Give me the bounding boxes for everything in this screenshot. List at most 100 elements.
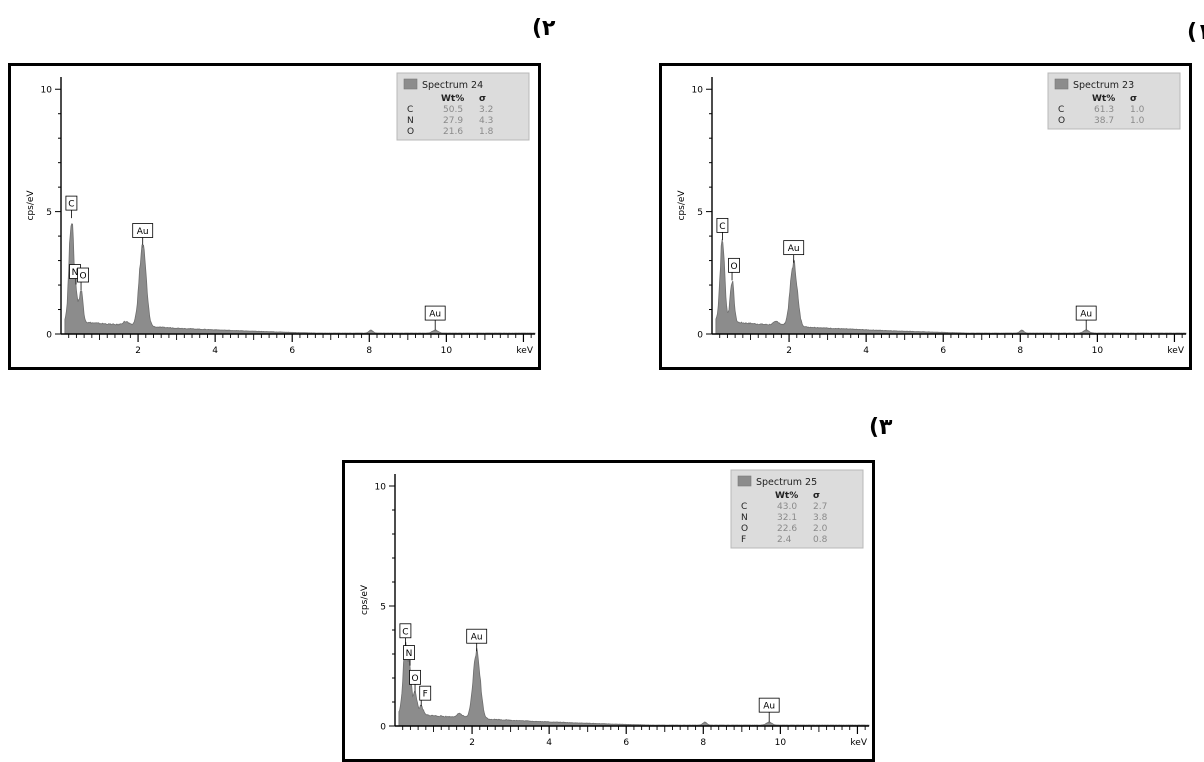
legend-wt-value: 22.6 [777, 524, 797, 534]
y-tick-label: 0 [46, 331, 52, 341]
peak-label-f: F [419, 685, 432, 707]
legend-sigma-value: 1.0 [1130, 105, 1145, 115]
legend-element: C [741, 502, 747, 512]
legend-header-sigma: σ [813, 491, 820, 501]
y-tick-label: 10 [375, 483, 387, 493]
panel-label-2: (۲ [532, 16, 556, 41]
peak-label-box [132, 223, 154, 238]
y-axis-label: cps/eV [26, 190, 36, 221]
peak-label-box [403, 645, 415, 660]
legend: Spectrum 23 Wt% σ C 61.3 1.0 O 38.7 1.0 [1047, 72, 1181, 130]
legend-element: N [407, 116, 414, 126]
peak-label-au: Au [758, 697, 780, 723]
legend-swatch [737, 475, 752, 487]
peak-label-au: Au [466, 628, 488, 652]
peak-label-box [424, 305, 446, 321]
legend-header-sigma: σ [479, 94, 486, 104]
legend-wt-value: 21.6 [443, 127, 463, 137]
peak-label-text: C [68, 200, 74, 210]
panel-label-1: (۱ [1187, 20, 1204, 45]
x-tick-label: 2 [135, 346, 141, 356]
legend-wt-value: 2.4 [777, 535, 792, 545]
peak-label-c: C [399, 623, 412, 646]
peak-label-box [466, 628, 488, 644]
x-tick-label: 10 [1092, 346, 1104, 356]
y-tick-label: 0 [697, 331, 703, 341]
x-tick-label: 10 [441, 346, 453, 356]
x-tick-label: 6 [289, 346, 295, 356]
legend-box [1047, 72, 1181, 130]
peak-label-c: C [716, 217, 729, 241]
peak-label-o: O [77, 267, 89, 291]
legend-header-wt: Wt% [441, 94, 464, 104]
legend-sigma-value: 0.8 [813, 535, 828, 545]
y-tick-label: 5 [697, 208, 703, 218]
y-tick-label: 10 [692, 86, 704, 96]
peak-label-o: O [409, 669, 421, 693]
legend-sigma-value: 1.8 [479, 127, 494, 137]
legend-swatch [403, 78, 418, 90]
legend-swatch [1054, 78, 1069, 90]
legend-title: Spectrum 23 [1073, 80, 1134, 91]
x-axis-label: keV [850, 738, 867, 748]
peak-label-text: O [79, 272, 86, 282]
y-tick-label: 5 [380, 603, 386, 613]
legend-sigma-value: 2.0 [813, 524, 828, 534]
x-tick-label: 8 [1017, 346, 1023, 356]
x-tick-label: 2 [469, 738, 475, 748]
peak-label-text: O [411, 674, 418, 684]
peak-label-box [716, 217, 729, 233]
x-tick-label: 4 [863, 346, 869, 356]
legend-sigma-value: 4.3 [479, 116, 493, 126]
legend-sigma-value: 1.0 [1130, 116, 1145, 126]
legend-box [730, 469, 864, 549]
legend-title: Spectrum 24 [422, 80, 483, 91]
peak-label-n: N [403, 645, 415, 666]
peak-label-box [419, 685, 432, 701]
x-tick-label: 8 [700, 738, 706, 748]
peak-label-c: C [65, 195, 78, 219]
x-tick-label: 4 [212, 346, 218, 356]
peak-label-au: Au [424, 305, 446, 331]
peak-label-box [409, 669, 421, 685]
peak-label-o: O [728, 257, 740, 281]
peak-label-text: F [423, 690, 428, 700]
peak-label-box [399, 623, 412, 639]
legend-element: N [741, 513, 748, 523]
peak-label-text: Au [137, 227, 149, 237]
legend-sigma-value: 3.2 [479, 105, 493, 115]
legend-element: C [407, 105, 413, 115]
y-tick-label: 0 [380, 723, 386, 733]
peak-label-text: Au [1080, 310, 1092, 320]
legend-sigma-value: 3.8 [813, 513, 828, 523]
peak-label-au: Au [132, 223, 154, 246]
legend-box [396, 72, 530, 141]
y-tick-label: 5 [46, 208, 52, 218]
peak-label-box [783, 240, 805, 256]
spectrum-area [64, 223, 536, 335]
x-tick-label: 4 [546, 738, 552, 748]
legend-element: F [741, 535, 746, 545]
x-axis-label: keV [516, 346, 533, 356]
panel-label-3: (۳ [869, 415, 893, 440]
peak-label-au: Au [1075, 305, 1097, 331]
legend-header-wt: Wt% [1092, 94, 1115, 104]
peak-label-box [1075, 305, 1097, 321]
y-axis-label: cps/eV [360, 584, 370, 615]
x-tick-label: 6 [940, 346, 946, 356]
peak-label-text: Au [429, 310, 441, 320]
legend-wt-value: 38.7 [1094, 116, 1114, 126]
legend-wt-value: 50.5 [443, 105, 463, 115]
legend-title: Spectrum 25 [756, 477, 817, 488]
peak-label-text: N [406, 649, 413, 659]
peak-label-text: C [402, 627, 408, 637]
y-tick-label: 10 [41, 86, 53, 96]
legend-wt-value: 32.1 [777, 513, 797, 523]
peak-label-text: N [72, 268, 79, 278]
y-axis-label: cps/eV [677, 190, 687, 221]
legend-header-sigma: σ [1130, 94, 1137, 104]
legend: Spectrum 24 Wt% σ C 50.5 3.2 N 27.9 4.3 O 21.6 1.8 [396, 72, 530, 141]
legend-element: O [407, 127, 414, 137]
